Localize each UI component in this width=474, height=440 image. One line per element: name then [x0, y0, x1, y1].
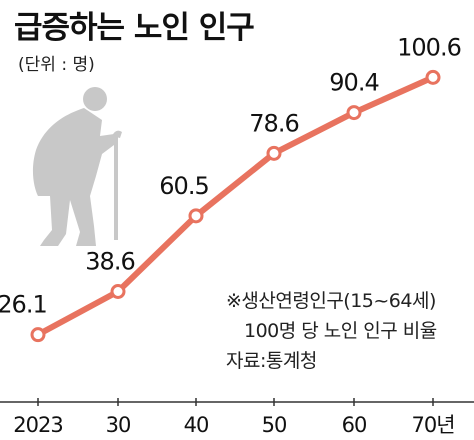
x-tick-label-3: 50: [262, 413, 287, 437]
footnote-line-1: ※생산연령인구(15~64세): [226, 290, 436, 312]
data-point-3: [266, 145, 282, 161]
chart-title: 급증하는 노인 인구: [14, 10, 255, 46]
data-label-2: 60.5: [159, 172, 208, 200]
x-tick-label-0: 2023: [13, 413, 62, 437]
data-label-5: 100.6: [397, 33, 461, 61]
data-point-5: [425, 69, 441, 85]
data-point-1: [110, 283, 126, 299]
unit-label: (단위 : 명): [18, 55, 95, 75]
x-tick-label-4: 60: [342, 413, 367, 437]
data-point-0: [30, 327, 46, 343]
x-tick-label-5: 70년: [411, 413, 454, 437]
footnote-line-2: 100명 당 노인 인구 비율: [244, 320, 437, 342]
data-point-4: [346, 105, 362, 121]
series-line: [35, 74, 436, 338]
x-tick-label-2: 40: [184, 413, 209, 437]
source-note: 자료:통계청: [226, 350, 317, 372]
data-label-1: 38.6: [85, 247, 134, 275]
data-point-2: [188, 208, 204, 224]
data-label-0: 26.1: [0, 291, 47, 319]
x-tick-label-1: 30: [106, 413, 131, 437]
data-label-4: 90.4: [329, 69, 378, 97]
data-label-3: 78.6: [249, 109, 298, 137]
